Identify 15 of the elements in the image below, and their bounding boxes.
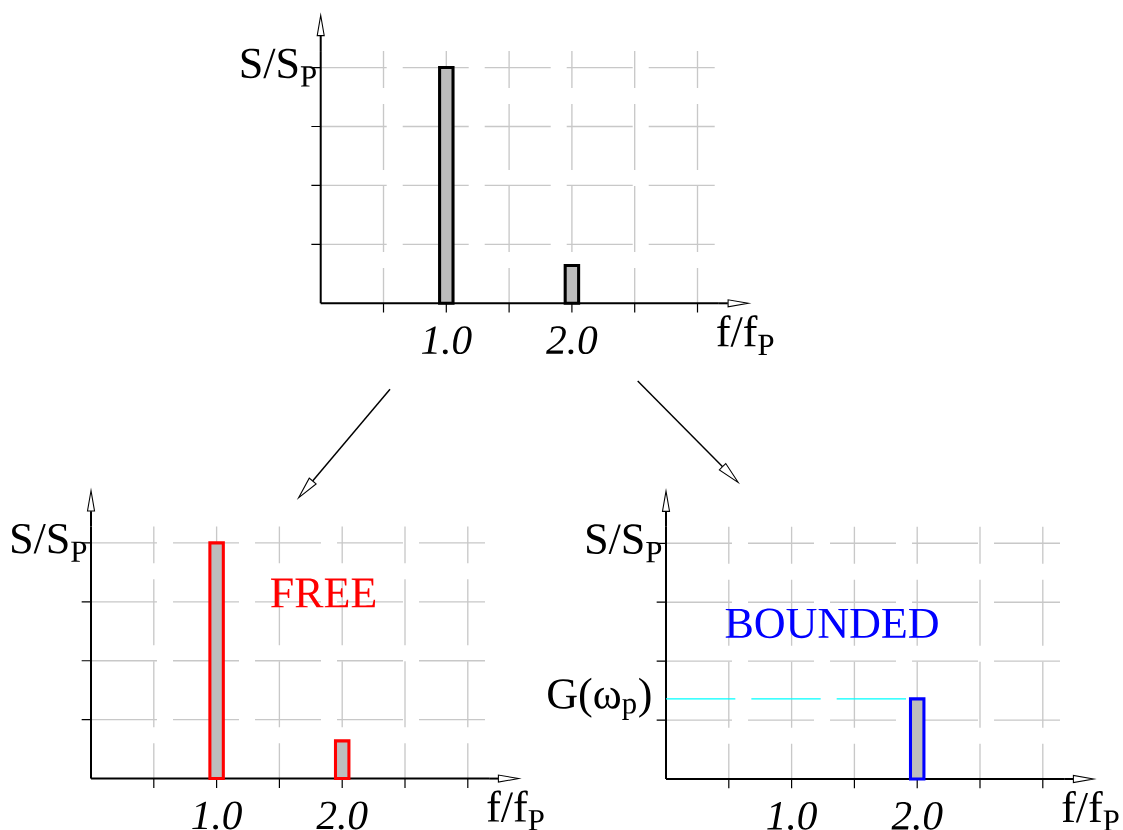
x-tick-label: 2.0 bbox=[546, 326, 598, 355]
x-tick-label: 1.0 bbox=[767, 801, 817, 830]
ref-line-label: G(ω$_{p}$) bbox=[548, 677, 651, 720]
y-tick-label: S/S$_{P}$ bbox=[12, 523, 87, 562]
annotation: FREE bbox=[271, 578, 376, 608]
y-tick-label: S/S$_{P}$ bbox=[587, 524, 662, 563]
x-tick-label: 1.0 bbox=[421, 326, 472, 355]
annotation: BOUNDED bbox=[725, 608, 938, 639]
x-tick-label: 1.0 bbox=[192, 801, 242, 830]
x-tick-label: 2.0 bbox=[316, 801, 368, 830]
x-axis-title: f/f$_{P}$ bbox=[1062, 791, 1119, 830]
y-tick-label: S/S$_{P}$ bbox=[241, 48, 316, 87]
x-axis-title: f/f$_{P}$ bbox=[487, 790, 544, 830]
x-axis-title: f/f$_{P}$ bbox=[717, 315, 774, 355]
x-tick-label: 2.0 bbox=[891, 801, 943, 830]
